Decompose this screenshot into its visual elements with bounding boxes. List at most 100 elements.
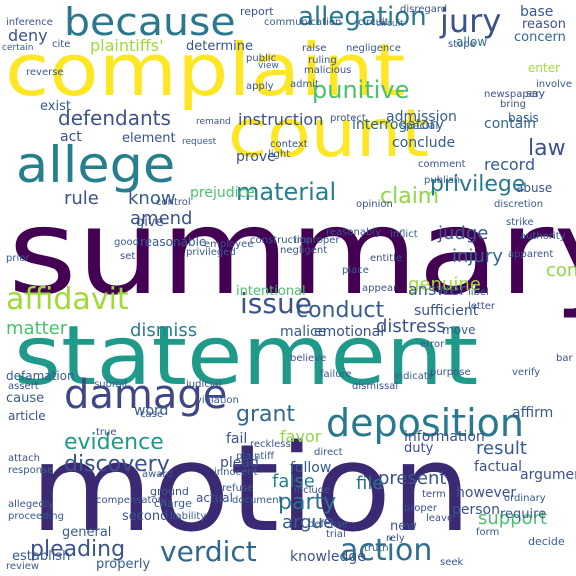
word: discovery bbox=[64, 452, 170, 477]
word: allegedly bbox=[8, 499, 54, 510]
word: defendants bbox=[58, 106, 171, 130]
word: authority bbox=[520, 231, 566, 242]
word: judge bbox=[438, 223, 489, 244]
word: basis bbox=[508, 111, 539, 125]
word: newspaper bbox=[484, 89, 539, 100]
word: inflict bbox=[390, 229, 418, 240]
word: contain bbox=[484, 116, 536, 132]
word: general bbox=[62, 525, 112, 540]
word: document bbox=[232, 495, 283, 506]
word: inference bbox=[6, 17, 53, 28]
word: charge bbox=[154, 497, 192, 510]
word: context bbox=[270, 139, 308, 150]
word: word bbox=[134, 403, 169, 419]
word: control bbox=[156, 197, 191, 208]
word: privilege bbox=[430, 172, 526, 197]
word: libel bbox=[468, 287, 489, 298]
word: protect bbox=[330, 113, 366, 124]
word: plead bbox=[220, 455, 259, 471]
word: element bbox=[122, 131, 176, 146]
word: conduct bbox=[296, 298, 385, 323]
word: view bbox=[258, 61, 279, 71]
word: knowledge bbox=[290, 549, 366, 565]
word: entitle bbox=[370, 253, 403, 264]
word: remand bbox=[196, 117, 231, 127]
word: submit bbox=[94, 379, 129, 390]
word: disregard bbox=[400, 4, 448, 15]
word: construction bbox=[250, 235, 313, 246]
word: second bbox=[122, 509, 169, 524]
word: say bbox=[526, 87, 545, 100]
word: file bbox=[356, 473, 384, 494]
word: publish bbox=[424, 175, 461, 186]
word: special bbox=[400, 119, 439, 132]
word: ground bbox=[150, 485, 189, 498]
word: prove bbox=[236, 149, 276, 165]
word: establish bbox=[12, 549, 71, 564]
word: answer bbox=[408, 280, 466, 299]
word: improper bbox=[294, 235, 340, 246]
word: good bbox=[114, 237, 139, 248]
word: public bbox=[246, 53, 277, 64]
word: properly bbox=[96, 557, 151, 572]
word: prior bbox=[6, 253, 30, 264]
word: letter bbox=[468, 301, 496, 312]
word: affidavit bbox=[6, 282, 129, 317]
word: sufficient bbox=[414, 303, 479, 319]
word: result bbox=[476, 438, 527, 459]
word: determine bbox=[186, 39, 253, 54]
word: damage bbox=[64, 372, 228, 418]
word: believe bbox=[290, 353, 327, 364]
word: know bbox=[128, 188, 176, 209]
word: verdict bbox=[160, 535, 257, 568]
word: punitive bbox=[312, 76, 410, 104]
word: require bbox=[500, 507, 547, 522]
word: information bbox=[404, 429, 485, 445]
word: rely bbox=[386, 533, 405, 544]
word: prejudice bbox=[190, 185, 255, 201]
word: raise bbox=[302, 43, 327, 54]
word: allow bbox=[456, 35, 488, 49]
word: employee bbox=[204, 239, 254, 250]
word: act bbox=[60, 129, 82, 145]
word: argue bbox=[282, 512, 335, 533]
word: trial bbox=[326, 529, 346, 540]
word: apparent bbox=[508, 249, 554, 260]
word: circuit bbox=[358, 17, 389, 28]
word: record bbox=[484, 155, 536, 174]
word: admit bbox=[290, 79, 319, 90]
word: cause bbox=[6, 391, 45, 406]
word: emotional bbox=[314, 324, 385, 340]
word: review bbox=[6, 561, 40, 572]
word: include bbox=[294, 485, 331, 496]
word: statement bbox=[14, 309, 479, 404]
word: action bbox=[340, 533, 433, 568]
word: defamation bbox=[6, 369, 75, 383]
word: reasonably bbox=[326, 227, 382, 238]
word: liability bbox=[170, 511, 207, 522]
word: injury bbox=[452, 246, 503, 267]
word: response bbox=[8, 465, 54, 476]
word: matter bbox=[6, 318, 68, 339]
word: seek bbox=[440, 557, 464, 568]
word: place bbox=[342, 265, 369, 276]
word: reckless bbox=[250, 439, 291, 450]
word: indicate bbox=[394, 371, 434, 382]
word: direct bbox=[314, 447, 343, 458]
word: abuse bbox=[516, 181, 553, 195]
word: admission bbox=[386, 109, 457, 125]
word: negligence bbox=[346, 43, 401, 54]
word: privileged bbox=[186, 247, 236, 258]
word: award bbox=[142, 469, 173, 480]
word: law bbox=[528, 136, 566, 161]
word: jury bbox=[440, 2, 502, 40]
word: comment bbox=[418, 159, 466, 170]
word: malice bbox=[280, 324, 327, 340]
word: consider bbox=[546, 260, 576, 281]
word: actual bbox=[196, 491, 233, 505]
word: argument bbox=[520, 467, 576, 483]
word: base bbox=[520, 4, 554, 20]
word: bring bbox=[500, 99, 526, 110]
word: allegation bbox=[298, 2, 427, 32]
